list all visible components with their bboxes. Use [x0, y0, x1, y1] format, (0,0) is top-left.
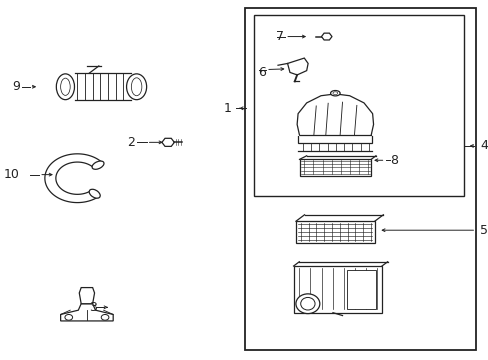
Ellipse shape	[56, 74, 74, 100]
Text: 1: 1	[224, 102, 231, 115]
Ellipse shape	[92, 161, 104, 169]
Ellipse shape	[61, 78, 70, 95]
Bar	[244, 8, 475, 350]
Ellipse shape	[295, 294, 319, 314]
Text: 10: 10	[4, 168, 20, 181]
Polygon shape	[297, 94, 373, 135]
Ellipse shape	[131, 78, 142, 96]
Bar	[298, 134, 372, 143]
Text: 6: 6	[258, 66, 265, 79]
Bar	[254, 15, 464, 196]
Bar	[293, 266, 381, 313]
Text: 2: 2	[126, 136, 134, 149]
Ellipse shape	[300, 297, 314, 310]
Bar	[299, 159, 370, 176]
Text: 5: 5	[479, 224, 487, 237]
Ellipse shape	[330, 90, 340, 96]
Ellipse shape	[101, 315, 109, 320]
Text: 8: 8	[389, 154, 397, 167]
Bar	[295, 221, 374, 243]
Polygon shape	[45, 154, 102, 203]
Ellipse shape	[89, 189, 100, 198]
Text: 7: 7	[275, 30, 283, 43]
Ellipse shape	[332, 92, 337, 95]
Text: 3: 3	[88, 301, 96, 314]
Ellipse shape	[65, 315, 72, 320]
Text: 9: 9	[12, 80, 20, 93]
Polygon shape	[287, 58, 307, 75]
Polygon shape	[61, 304, 113, 321]
Polygon shape	[79, 288, 94, 304]
Text: 4: 4	[479, 139, 487, 152]
Ellipse shape	[126, 74, 146, 100]
Bar	[346, 270, 375, 309]
